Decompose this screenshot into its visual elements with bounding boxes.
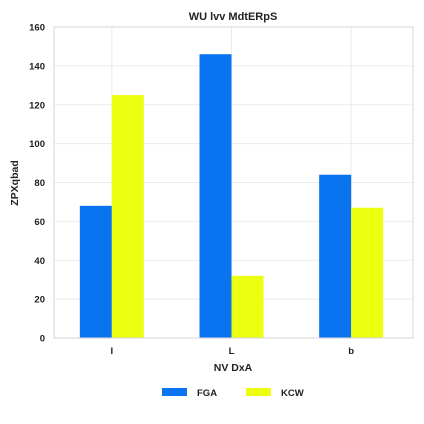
bar-kcw-0 [111,95,144,338]
y-tick-label: 140 [29,61,45,72]
y-tick-label: 120 [29,100,45,111]
legend-swatch-kcw [246,388,271,396]
y-tick-label: 0 [40,334,45,345]
bar-kcw-1 [231,275,264,338]
legend: FGA KCW [162,388,304,399]
y-axis-label: ZPXqbad [9,160,21,206]
y-tick-label: 80 [34,178,45,189]
y-tick-label: 100 [29,139,45,150]
x-tick-label: I [111,346,114,357]
bars [79,54,384,339]
x-tick-label: b [348,346,354,357]
y-tick-label: 60 [34,217,45,228]
y-tick-label: 160 [29,23,45,34]
legend-label-kcw: KCW [281,388,304,399]
bar-kcw-2 [351,207,384,338]
bar-fga-0 [79,205,112,338]
bar-fga-2 [319,174,352,338]
chart-title: WU lvv MdtERpS [189,11,278,23]
x-axis-label: NV DxA [214,362,253,374]
legend-label-fga: FGA [197,388,217,399]
plot-frame [53,26,414,339]
bar-fga-1 [199,54,232,339]
y-tick-label: 40 [34,256,45,267]
x-tick-label: L [229,346,235,357]
y-tick-label: 20 [34,295,45,306]
y-axis-ticks: 0 20 40 60 80 100 120 140 160 [29,23,45,345]
legend-swatch-fga [162,388,187,396]
